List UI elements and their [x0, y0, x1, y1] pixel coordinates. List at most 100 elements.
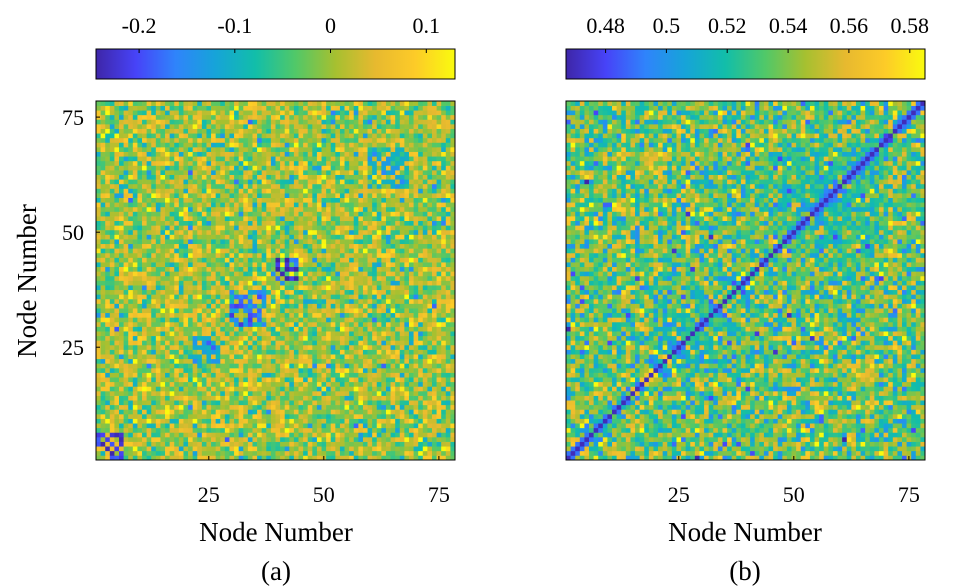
- heatmap-cell: [289, 243, 295, 249]
- heatmap-cell: [284, 377, 290, 383]
- heatmap-cell: [326, 239, 332, 245]
- heatmap-cell: [234, 179, 240, 185]
- heatmap-cell: [252, 455, 258, 461]
- heatmap-cell: [399, 308, 405, 314]
- heatmap-cell: [142, 455, 147, 461]
- heatmap-cell: [441, 220, 447, 226]
- heatmap-cell: [114, 395, 120, 401]
- heatmap-cell: [431, 280, 437, 286]
- heatmap-cell: [206, 183, 212, 189]
- heatmap-cell: [330, 312, 336, 318]
- heatmap-cell: [349, 413, 355, 419]
- heatmap-cell: [137, 354, 143, 360]
- heatmap-cell: [312, 252, 318, 258]
- heatmap-cell: [353, 202, 359, 208]
- heatmap-cell: [280, 225, 286, 231]
- heatmap-cell: [123, 427, 129, 433]
- heatmap-cell: [261, 321, 267, 327]
- heatmap-cell: [418, 308, 424, 314]
- heatmap-cell: [160, 220, 166, 226]
- heatmap-cell: [238, 197, 244, 203]
- heatmap-cell: [238, 441, 244, 447]
- heatmap-cell: [413, 197, 419, 203]
- heatmap-cell: [326, 216, 332, 222]
- heatmap-cell: [404, 446, 410, 452]
- heatmap-cell: [431, 436, 437, 442]
- heatmap-cell: [220, 432, 226, 438]
- heatmap-cell: [422, 271, 428, 277]
- heatmap-cell: [197, 303, 203, 309]
- heatmap-cell: [229, 404, 235, 410]
- heatmap-cell: [192, 234, 198, 240]
- heatmap-cell: [344, 294, 350, 300]
- heatmap-cell: [450, 377, 456, 383]
- heatmap-cell: [289, 427, 295, 433]
- heatmap-cell: [349, 202, 355, 208]
- heatmap-cell: [275, 390, 281, 396]
- heatmap-cell: [229, 170, 235, 175]
- heatmap-cell: [335, 243, 341, 249]
- heatmap-cell: [270, 455, 276, 461]
- heatmap-cell: [293, 363, 299, 369]
- heatmap-cell: [289, 409, 295, 415]
- heatmap-cell: [431, 395, 437, 401]
- heatmap-cell: [275, 381, 281, 387]
- heatmap-cell: [123, 423, 129, 429]
- heatmap-cell: [224, 436, 230, 442]
- heatmap-cell: [234, 377, 240, 383]
- heatmap-cell: [450, 179, 456, 185]
- heatmap-cell: [385, 211, 391, 217]
- heatmap-cell: [215, 404, 221, 410]
- heatmap-cell: [307, 165, 313, 171]
- heatmap-cell: [252, 363, 258, 369]
- heatmap-cell: [316, 367, 322, 373]
- heatmap-cell: [408, 441, 414, 447]
- heatmap-cell: [358, 377, 364, 383]
- heatmap-cell: [395, 395, 401, 401]
- heatmap-cell: [436, 197, 442, 203]
- heatmap-cell: [408, 432, 414, 438]
- heatmap-cell: [404, 321, 410, 327]
- heatmap-cell: [261, 446, 267, 452]
- heatmap-cell: [307, 206, 313, 212]
- heatmap-cell: [316, 455, 322, 461]
- heatmap-cell: [119, 335, 124, 341]
- heatmap-cell: [201, 386, 207, 392]
- heatmap-cell: [128, 257, 134, 263]
- heatmap-cell: [404, 308, 410, 314]
- heatmap-cell: [197, 427, 203, 433]
- heatmap-cell: [155, 326, 161, 332]
- heatmap-cell: [270, 340, 276, 346]
- heatmap-cell: [169, 455, 175, 461]
- heatmap-cell: [385, 220, 391, 226]
- heatmap-cell: [445, 363, 451, 369]
- heatmap-cell: [408, 363, 414, 369]
- heatmap-cell: [399, 248, 405, 254]
- heatmap-cell: [362, 344, 368, 350]
- heatmap-cell: [362, 229, 368, 235]
- heatmap-cell: [339, 289, 345, 295]
- heatmap-cell: [298, 197, 304, 203]
- heatmap-cell: [132, 349, 138, 355]
- heatmap-cell: [390, 220, 396, 226]
- heatmap-cell: [247, 266, 253, 272]
- heatmap-cell: [132, 183, 138, 189]
- heatmap-cell: [243, 446, 249, 452]
- heatmap-cell: [367, 354, 373, 360]
- heatmap-cell: [252, 423, 258, 429]
- heatmap-cell: [160, 170, 166, 175]
- heatmap-cell: [349, 331, 355, 337]
- heatmap-cell: [418, 234, 424, 240]
- heatmap-cell: [289, 248, 295, 254]
- heatmap-cell: [381, 193, 387, 198]
- heatmap-cell: [151, 312, 157, 318]
- heatmap-cell: [211, 354, 217, 360]
- heatmap-cell: [211, 418, 217, 424]
- heatmap-cell: [413, 170, 419, 175]
- heatmap-cell: [197, 262, 203, 268]
- heatmap-cell: [399, 317, 405, 323]
- heatmap-cell: [385, 266, 391, 272]
- heatmap-cell: [211, 395, 217, 401]
- heatmap-cell: [395, 331, 401, 337]
- heatmap-cell: [431, 197, 437, 203]
